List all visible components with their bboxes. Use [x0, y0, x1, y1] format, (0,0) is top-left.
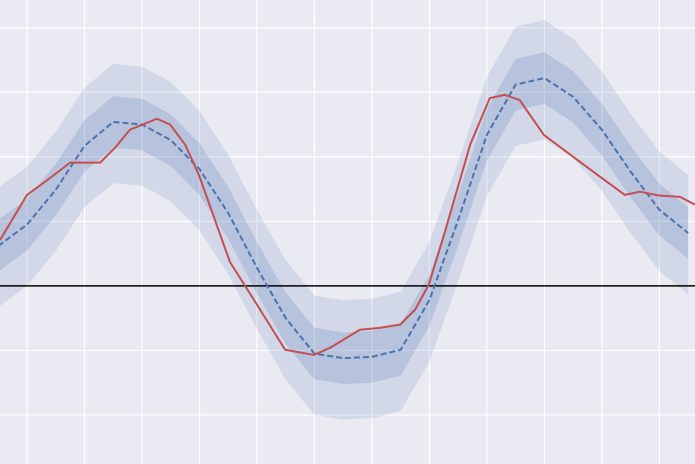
confidence-band	[0, 52, 689, 384]
confidence-band	[0, 20, 689, 420]
series-line	[0, 93, 695, 356]
series-line	[0, 77, 689, 360]
